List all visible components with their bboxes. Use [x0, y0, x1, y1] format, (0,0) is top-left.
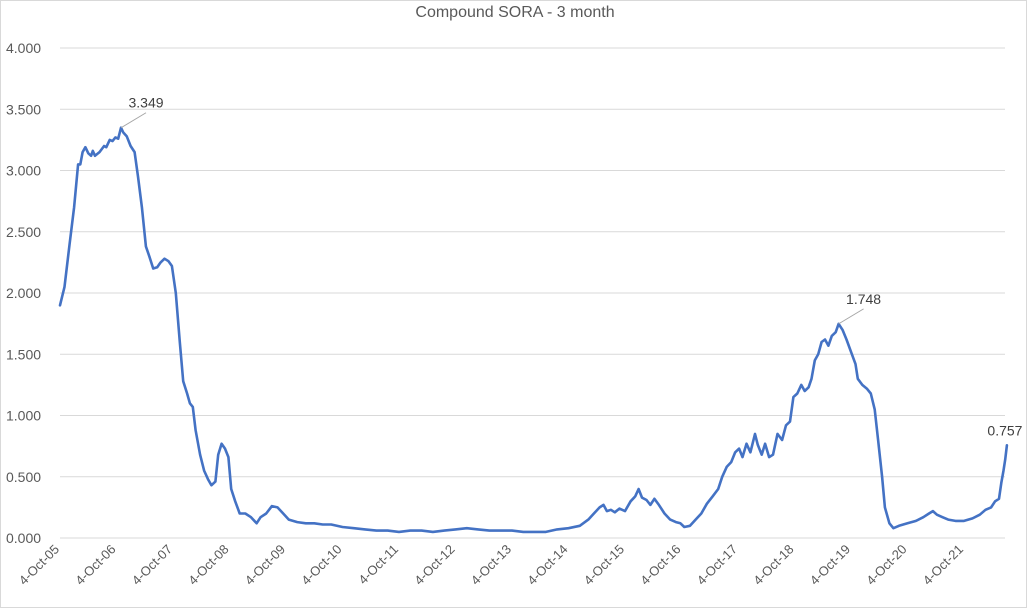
- x-tick-label: 4-Oct-05: [16, 542, 62, 588]
- y-tick-label: 1.000: [6, 408, 41, 424]
- chart-title: Compound SORA - 3 month: [415, 4, 615, 21]
- x-axis-labels: 4-Oct-05 4-Oct-06 4-Oct-07 4-Oct-08 4-Oct-09…: [16, 542, 966, 588]
- x-tick-label: 4-Oct-07: [129, 542, 175, 588]
- annotation-label: 0.757: [987, 422, 1022, 438]
- y-tick-label: 0.000: [6, 530, 41, 546]
- y-tick-label: 1.500: [6, 346, 41, 362]
- x-tick-label: 4-Oct-17: [694, 542, 740, 588]
- x-tick-label: 4-Oct-06: [72, 542, 118, 588]
- annotation-label: 3.349: [128, 95, 163, 111]
- x-tick-label: 4-Oct-14: [524, 542, 570, 588]
- y-tick-label: 4.000: [6, 40, 41, 56]
- x-tick-label: 4-Oct-11: [355, 542, 401, 588]
- x-tick-label: 4-Oct-12: [411, 542, 457, 588]
- annotation-leader-line: [120, 112, 147, 129]
- data-annotations: 3.349 1.748 0.757: [120, 95, 1023, 438]
- y-tick-label: 3.000: [6, 163, 41, 179]
- x-tick-label: 4-Oct-10: [298, 542, 344, 588]
- x-tick-label: 4-Oct-20: [863, 542, 909, 588]
- gridlines: [60, 47, 1005, 539]
- y-tick-label: 2.500: [6, 224, 41, 240]
- x-tick-label: 4-Oct-15: [581, 542, 627, 588]
- x-tick-label: 4-Oct-13: [468, 542, 514, 588]
- annotation-leader-line: [838, 308, 864, 325]
- x-tick-label: 4-Oct-16: [637, 542, 683, 588]
- y-tick-label: 3.500: [6, 101, 41, 117]
- x-tick-label: 4-Oct-09: [242, 542, 288, 588]
- sora-series-line: [58, 126, 1009, 534]
- x-tick-label: 4-Oct-19: [807, 542, 853, 588]
- x-tick-label: 4-Oct-08: [185, 542, 231, 588]
- y-tick-label: 0.500: [6, 469, 41, 485]
- annotation-label: 1.748: [846, 291, 881, 307]
- y-tick-label: 2.000: [6, 285, 41, 301]
- x-tick-label: 4-Oct-21: [920, 542, 966, 588]
- y-axis-labels: 0.000 0.500 1.000 1.500 2.000 2.500 3.000 3.500…: [6, 40, 41, 546]
- x-tick-label: 4-Oct-18: [750, 542, 796, 588]
